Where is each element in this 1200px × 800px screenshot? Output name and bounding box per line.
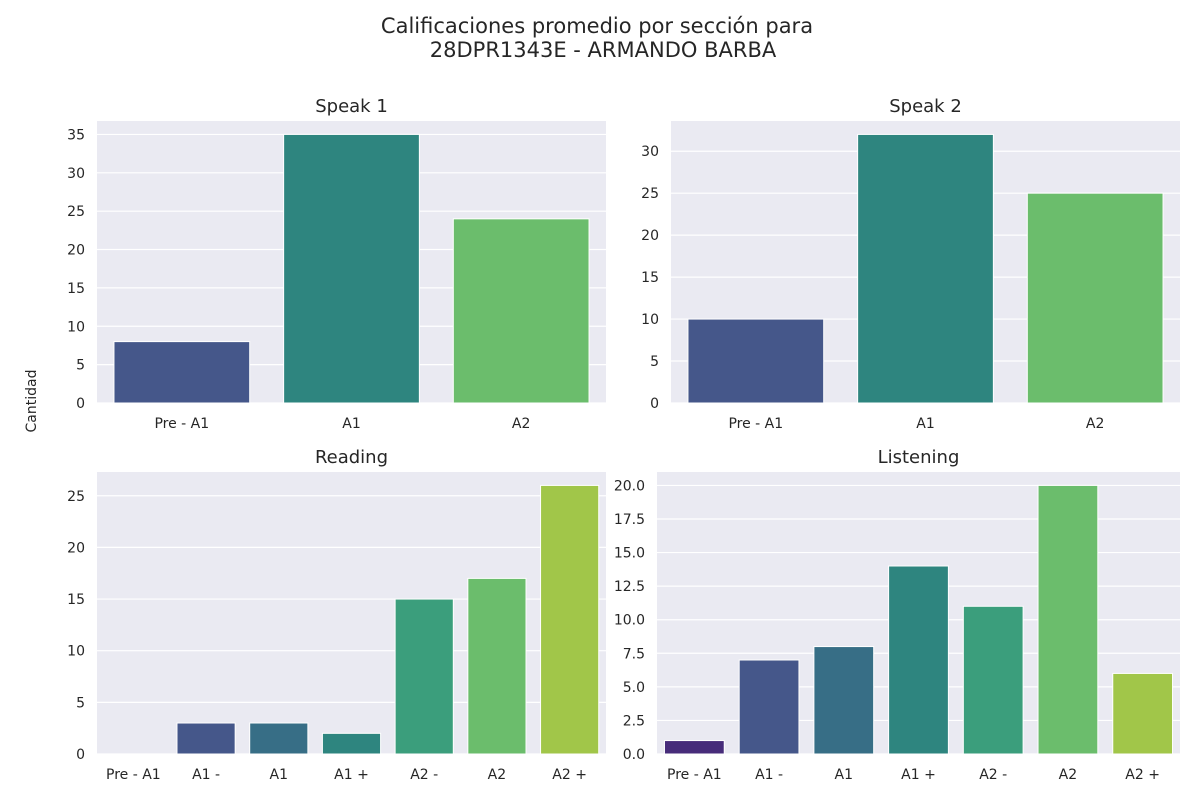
bar-a2 xyxy=(1112,672,1174,755)
y-tick-label: 2.5 xyxy=(623,713,645,729)
panel-speak-1: 0 5 10 15 20 25 30 35 Pre - A1 A1 A2 Speak 1 xyxy=(67,96,606,432)
x-tick-label: A2 xyxy=(1086,416,1104,432)
y-tick-label: 0.0 xyxy=(623,747,645,763)
x-tick-label: A1 + xyxy=(901,767,936,783)
x-tick-label: Pre - A1 xyxy=(728,416,783,432)
y-tick-label: 20 xyxy=(67,540,85,556)
bar-a2 xyxy=(962,605,1024,755)
bar-a1 xyxy=(176,722,236,755)
x-tick-label: A1 + xyxy=(334,767,369,783)
y-tick-label: 20.0 xyxy=(614,478,645,494)
y-tick-label: 20 xyxy=(67,243,85,259)
y-tick-label: 25 xyxy=(67,489,85,505)
x-tick-label: A1 xyxy=(835,767,853,783)
bar-a1 xyxy=(738,659,800,755)
bar-a1 xyxy=(813,646,875,755)
bar-a2 xyxy=(394,598,454,755)
y-tick-label: 5 xyxy=(76,695,85,711)
x-tick-label: A2 xyxy=(1059,767,1077,783)
y-tick-label: 35 xyxy=(67,127,85,143)
x-tick-label: Pre - A1 xyxy=(667,767,722,783)
x-tick-label: Pre - A1 xyxy=(106,767,161,783)
x-tick-label: Pre - A1 xyxy=(154,416,209,432)
y-tick-label: 15.0 xyxy=(614,546,645,562)
y-tick-label: 10 xyxy=(67,644,85,660)
x-tick-label: A2 + xyxy=(1125,767,1160,783)
x-tick-label: A1 - xyxy=(755,767,783,783)
bar-a2 xyxy=(467,577,527,755)
bar-a2 xyxy=(452,218,590,404)
y-tick-label: 20 xyxy=(641,228,659,244)
bar-pre-a1 xyxy=(687,318,825,404)
bar-a1 xyxy=(321,732,382,755)
y-tick-label: 15 xyxy=(67,281,85,297)
bar-a2 xyxy=(1037,484,1099,755)
panel-title: Reading xyxy=(315,447,388,468)
panel-title: Listening xyxy=(878,447,960,468)
y-tick-label: 0 xyxy=(650,396,659,412)
x-tick-label: A2 xyxy=(488,767,506,783)
bar-a1 xyxy=(857,133,994,404)
panel-title: Speak 2 xyxy=(889,96,962,117)
chart-panels: 0 5 10 15 20 25 30 35 Pre - A1 A1 A2 Speak 1 0 5 10 15 2… xyxy=(67,96,1180,783)
y-tick-label: 17.5 xyxy=(614,512,645,528)
y-tick-label: 15 xyxy=(67,592,85,608)
bar-a2 xyxy=(1026,192,1164,404)
bar-a1 xyxy=(249,722,309,755)
panel-title: Speak 1 xyxy=(315,96,388,117)
y-tick-label: 25 xyxy=(641,186,659,202)
bar-a1 xyxy=(888,565,949,755)
x-tick-label: A2 xyxy=(512,416,530,432)
bar-pre-a1 xyxy=(113,341,251,404)
y-tick-label: 12.5 xyxy=(614,579,645,595)
x-tick-label: A1 - xyxy=(192,767,220,783)
y-tick-label: 5 xyxy=(76,358,85,374)
y-tick-label: 0 xyxy=(76,747,85,763)
x-tick-label: A2 - xyxy=(979,767,1007,783)
bar-pre-a1 xyxy=(663,740,725,755)
y-tick-label: 15 xyxy=(641,270,659,286)
y-tick-label: 5 xyxy=(650,354,659,370)
y-tick-label: 0 xyxy=(76,396,85,412)
plot-background xyxy=(97,472,606,754)
panel-listening: 0.0 2.5 5.0 7.5 10.0 12.5 15.0 17.5 20.0 Pre - A1… xyxy=(614,447,1180,783)
y-tick-label: 7.5 xyxy=(623,646,645,662)
y-tick-label: 5.0 xyxy=(623,680,645,696)
bar-a1 xyxy=(283,133,420,404)
figure-title-line-1: Calificaciones promedio por sección para xyxy=(381,14,813,38)
y-tick-label: 30 xyxy=(641,144,659,160)
x-tick-label: A2 - xyxy=(410,767,438,783)
panel-reading: 0 5 10 15 20 25 Pre - A1 A1 - A1 A1 + A2 - A2 A2 + Re… xyxy=(67,447,606,783)
x-tick-label: A2 + xyxy=(552,767,587,783)
bar-a2 xyxy=(540,484,600,755)
panel-speak-2: 0 5 10 15 20 25 30 Pre - A1 A1 A2 Speak 2 xyxy=(641,96,1180,432)
y-tick-label: 10 xyxy=(641,312,659,328)
y-tick-label: 30 xyxy=(67,166,85,182)
y-tick-label: 10.0 xyxy=(614,613,645,629)
x-tick-label: A1 xyxy=(342,416,360,432)
figure-title-line-2: 28DPR1343E - ARMANDO BARBA xyxy=(430,38,777,62)
y-tick-label: 10 xyxy=(67,319,85,335)
x-tick-label: A1 xyxy=(916,416,934,432)
y-tick-label: 25 xyxy=(67,204,85,220)
y-axis-label: Cantidad xyxy=(24,370,40,433)
x-tick-label: A1 xyxy=(270,767,288,783)
